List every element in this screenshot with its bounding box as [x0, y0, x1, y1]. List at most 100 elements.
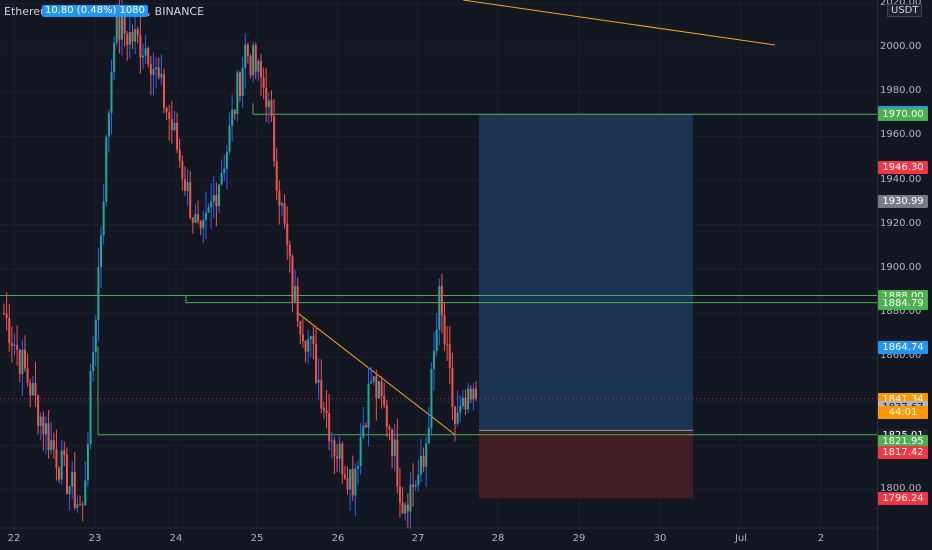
candle-body	[110, 72, 113, 113]
candle-body	[367, 383, 370, 428]
candle-body	[202, 219, 205, 229]
candle-body	[351, 469, 354, 496]
candle-body	[338, 443, 341, 459]
time-tick-label: 27	[411, 533, 425, 544]
candle-body	[94, 320, 97, 353]
long-position-tool	[479, 114, 693, 499]
candle-body	[469, 388, 472, 400]
candle-body	[176, 122, 179, 150]
candle-body	[435, 329, 438, 351]
candle-body	[328, 413, 331, 442]
candle-body	[71, 471, 74, 487]
candle-body	[412, 484, 415, 487]
time-tick-label: 2	[817, 533, 825, 544]
chart-header: Ethereum / TetherUS,1h,BINANCE 10.80 (0.…	[4, 5, 205, 18]
time-tick-label: 22	[7, 533, 21, 544]
price-tick-label: 1900.00	[880, 262, 922, 273]
candle-body	[76, 504, 79, 508]
time-tick-label: 24	[169, 533, 183, 544]
candle-body	[241, 67, 244, 97]
candle-body	[252, 45, 255, 76]
candle-body	[97, 267, 100, 321]
currency-label[interactable]: USDT	[887, 4, 923, 17]
trend-line	[462, 0, 776, 46]
candle-body	[31, 383, 34, 396]
candle-body	[312, 335, 315, 344]
candle-body	[100, 235, 103, 268]
candle-body	[385, 405, 388, 427]
candle-body	[220, 173, 223, 185]
price-tick-label: 1920.00	[880, 217, 922, 229]
price-tick-label: 1940.00	[880, 173, 922, 185]
candle-body	[139, 35, 142, 58]
candle-body	[21, 349, 24, 375]
price-tick-label: 2020.00	[880, 0, 921, 8]
candle-body	[218, 184, 221, 207]
candle-body	[396, 439, 399, 487]
candle-body	[204, 212, 207, 220]
candle-body	[123, 15, 126, 34]
candle-body	[461, 397, 464, 407]
candle-body	[315, 343, 318, 383]
price-tag: 1930.99	[878, 194, 928, 208]
candle-body	[44, 423, 47, 435]
candlesticks	[3, 0, 478, 529]
candle-body	[207, 207, 210, 213]
candle-body	[155, 67, 158, 70]
candle-body	[343, 474, 346, 479]
price-tag: 1884.79	[878, 296, 928, 310]
candle-body	[212, 195, 215, 202]
candle-body	[65, 454, 68, 495]
price-axis[interactable]	[877, 0, 932, 550]
candle-body	[63, 450, 66, 455]
candle-body	[149, 64, 152, 75]
candle-body	[199, 221, 202, 229]
candle-body	[433, 350, 436, 370]
candle-body	[425, 443, 428, 467]
candle-body	[398, 486, 401, 503]
candle-body	[152, 69, 155, 75]
candle-body	[228, 125, 231, 152]
candle-body	[427, 427, 430, 444]
candle-body	[181, 160, 184, 179]
candle-body	[336, 456, 339, 459]
candle-body	[194, 214, 197, 223]
candle-body	[55, 449, 58, 469]
candle-body	[189, 181, 192, 218]
candle-body	[178, 149, 181, 161]
candle-body	[215, 195, 218, 207]
candle-body	[286, 223, 289, 245]
candle-body	[438, 285, 441, 330]
candle-body	[244, 44, 247, 68]
candle-body	[121, 15, 124, 40]
candle-body	[325, 410, 328, 414]
candle-body	[113, 42, 116, 73]
candle-body	[283, 203, 286, 224]
candle-body	[354, 468, 357, 496]
candle-body	[231, 109, 234, 126]
candle-body	[249, 55, 252, 76]
candle-body	[406, 504, 409, 512]
candle-body	[257, 60, 260, 72]
candle-body	[58, 468, 61, 480]
candle-body	[79, 504, 82, 506]
candle-body	[280, 203, 283, 206]
candle-body	[383, 396, 386, 406]
chart-grid	[0, 0, 877, 529]
time-tick-label: 23	[88, 533, 102, 544]
price-tick-label: 1860.00	[880, 350, 922, 362]
candle-body	[3, 313, 6, 315]
candle-body	[107, 112, 110, 137]
candle-body	[10, 343, 13, 346]
candle-body	[456, 412, 459, 424]
change-badge: 10.80 (0.48%) 1080	[42, 5, 149, 17]
candle-body	[265, 87, 268, 108]
candle-body	[291, 256, 294, 302]
candle-body	[89, 371, 92, 445]
candle-body	[304, 340, 307, 352]
candle-body	[448, 344, 451, 368]
candle-body	[273, 116, 276, 162]
price-tag: 1946.30	[878, 160, 928, 174]
candle-body	[362, 425, 365, 438]
